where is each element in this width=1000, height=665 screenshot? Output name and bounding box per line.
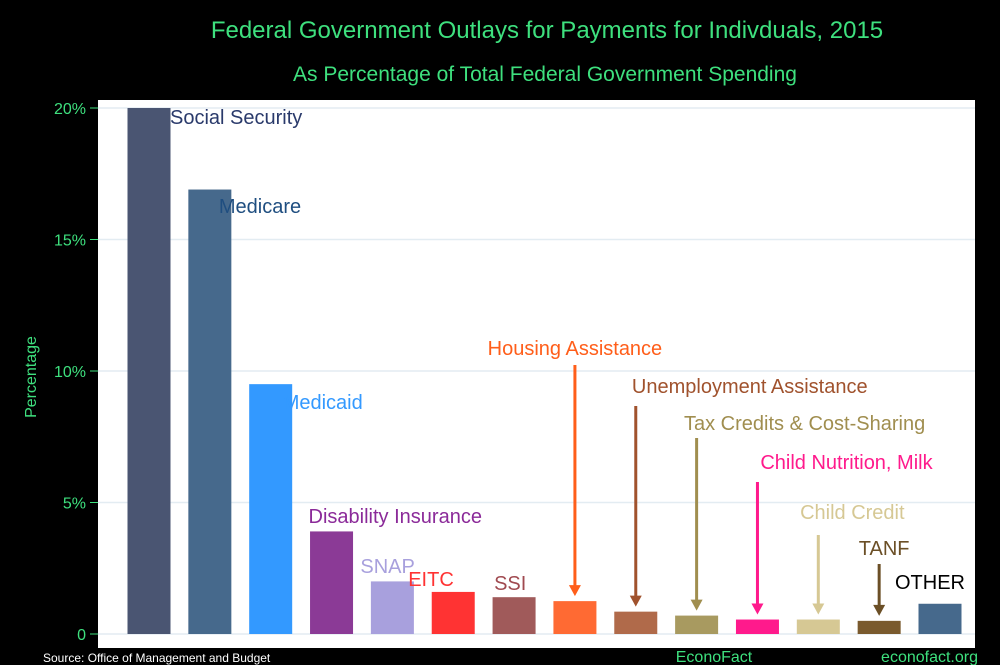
bar-eitc xyxy=(431,591,475,634)
y-tick-label: 15% xyxy=(54,233,86,250)
arrow-head xyxy=(751,603,764,615)
bar-child-credit xyxy=(796,619,840,634)
source-note: Source: Office of Management and Budget xyxy=(43,651,271,665)
bar-other xyxy=(918,603,962,634)
arrow-head xyxy=(690,599,703,611)
arrow-head xyxy=(629,595,642,607)
plot-area xyxy=(98,100,975,648)
arrow-head xyxy=(873,604,886,616)
arrows xyxy=(568,365,886,616)
bar-label: Unemployment Assistance xyxy=(632,376,868,398)
bar-child-nutrition-milk xyxy=(735,619,779,634)
y-ticks: 0 5% 10% 15% 20% xyxy=(54,101,98,644)
y-axis-label: Percentage xyxy=(23,336,40,418)
bar-label: Child Nutrition, Milk xyxy=(760,452,933,474)
bar-label: SSI xyxy=(494,573,526,595)
y-tick-label: 0 xyxy=(77,627,86,644)
brand-right: econofact.org xyxy=(881,649,978,665)
arrow-head xyxy=(812,603,825,615)
bar-medicaid xyxy=(249,384,293,634)
chart-title: Federal Government Outlays for Payments … xyxy=(211,17,883,44)
bar-disability-insurance xyxy=(310,531,354,634)
bar-label: OTHER xyxy=(895,572,965,594)
y-tick-label: 5% xyxy=(63,496,86,513)
bar-ssi xyxy=(492,597,536,634)
bar-label: Medicare xyxy=(219,196,301,218)
bar-housing-assistance xyxy=(553,601,597,634)
bar-medicare xyxy=(188,189,232,634)
bar-label: SNAP xyxy=(360,556,414,578)
bar-label: TANF xyxy=(859,538,910,560)
bar-label: Housing Assistance xyxy=(488,338,663,360)
bar-tax-credits-cost-sharing xyxy=(675,615,719,634)
bar-label: Disability Insurance xyxy=(309,506,482,528)
bar-label: Medicaid xyxy=(283,392,363,414)
y-tick-label: 10% xyxy=(54,364,86,381)
bar-social-security xyxy=(127,108,171,634)
bar-label: Child Credit xyxy=(800,502,905,524)
bars xyxy=(127,108,962,634)
bar-snap xyxy=(370,581,414,634)
bar-label: Tax Credits & Cost-Sharing xyxy=(684,413,925,435)
bar-labels: Social Security Medicare Medicaid Disabilit… xyxy=(170,107,965,595)
bar-unemployment-assistance xyxy=(614,611,658,634)
y-tick-label: 20% xyxy=(54,101,86,118)
arrow-head xyxy=(568,585,581,597)
bar-label: Social Security xyxy=(170,107,302,129)
bar-tanf xyxy=(857,620,901,634)
brand-center: EconoFact xyxy=(676,649,753,665)
bar-label: EITC xyxy=(408,569,454,591)
chart-subtitle: As Percentage of Total Federal Governmen… xyxy=(293,63,797,86)
